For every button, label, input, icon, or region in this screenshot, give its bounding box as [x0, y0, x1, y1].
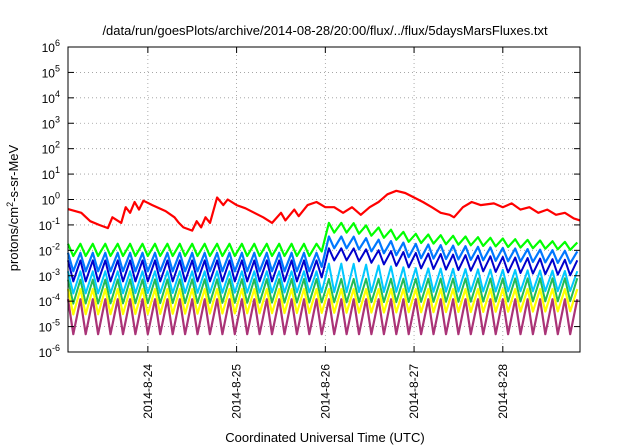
- y-tick-label: 100: [42, 191, 60, 208]
- series-line-5: [67, 262, 579, 295]
- y-axis: 10-610-510-410-310-210-11001011021031041…: [39, 38, 580, 360]
- y-tick-label: 106: [42, 38, 60, 55]
- y-tick-label-exponent: -6: [52, 343, 60, 353]
- y-tick-label: 104: [42, 89, 60, 106]
- y-tick-label-exponent: 6: [55, 38, 60, 48]
- y-tick-label-base: 10: [39, 295, 53, 309]
- x-axis: 2014-8-24 2014-8-25 2014-8-26 2014-8-27 2014…: [141, 47, 510, 419]
- series-line-3: [66, 235, 579, 273]
- y-tick-label: 101: [42, 165, 60, 182]
- y-tick-label-base: 10: [42, 143, 56, 157]
- y-tick-label-base: 10: [39, 219, 53, 233]
- y-tick-label-exponent: -2: [52, 241, 60, 251]
- y-tick-label: 102: [42, 140, 60, 157]
- x-tick-label: 2014-8-26: [318, 364, 332, 419]
- y-tick-label-exponent: -5: [52, 318, 60, 328]
- y-axis-label-rest: -s-sr-MeV: [6, 144, 21, 201]
- y-tick-label: 10-5: [39, 318, 60, 335]
- y-tick-label-base: 10: [39, 270, 53, 284]
- x-tick-label: 2014-8-28: [496, 364, 510, 419]
- series-line-4: [67, 247, 579, 283]
- y-tick-label: 103: [42, 114, 60, 131]
- chart-title: /data/run/goesPlots/archive/2014-08-28/2…: [102, 23, 548, 38]
- x-tick-label: 2014-8-24: [141, 364, 155, 419]
- x-axis-label: Coordinated Universal Time (UTC): [225, 430, 424, 445]
- y-tick-label: 10-3: [39, 267, 60, 284]
- y-tick-label-base: 10: [42, 117, 56, 131]
- y-axis-label-superscript: 2: [5, 202, 15, 207]
- y-tick-label-exponent: 1: [55, 165, 60, 175]
- y-axis-label: protons/cm2-s-sr-MeV: [5, 144, 21, 271]
- y-tick-label-exponent: 0: [55, 191, 60, 201]
- series-line-1: [67, 189, 581, 232]
- y-tick-label-base: 10: [39, 346, 53, 360]
- y-tick-label-base: 10: [42, 66, 56, 80]
- y-tick-label-base: 10: [39, 321, 53, 335]
- series-line-7: [66, 287, 579, 316]
- y-tick-label: 10-6: [39, 343, 60, 360]
- series-line-6: [67, 277, 579, 305]
- y-tick-label: 105: [42, 63, 60, 80]
- series-line-8: [66, 298, 579, 336]
- series-line-2: [66, 221, 579, 258]
- y-tick-label: 10-4: [39, 292, 60, 309]
- y-tick-label-exponent: 5: [55, 63, 60, 73]
- y-tick-label-base: 10: [42, 168, 56, 182]
- y-tick-label: 10-1: [39, 216, 60, 233]
- x-tick-label: 2014-8-27: [407, 364, 421, 419]
- y-tick-label-base: 10: [39, 244, 53, 258]
- y-axis-label-base: protons/cm: [6, 207, 21, 271]
- y-tick-label-exponent: 2: [55, 140, 60, 150]
- y-tick-label-base: 10: [42, 194, 56, 208]
- y-tick-label: 10-2: [39, 241, 60, 258]
- y-tick-label-base: 10: [42, 41, 56, 55]
- y-tick-label-exponent: -1: [52, 216, 60, 226]
- grid: [68, 47, 580, 352]
- y-tick-label-exponent: 4: [55, 89, 60, 99]
- series-group: [66, 189, 581, 336]
- x-tick-label: 2014-8-25: [230, 364, 244, 419]
- y-tick-label-exponent: -3: [52, 267, 60, 277]
- y-tick-label-base: 10: [42, 92, 56, 106]
- y-tick-label-exponent: 3: [55, 114, 60, 124]
- y-tick-label-exponent: -4: [52, 292, 60, 302]
